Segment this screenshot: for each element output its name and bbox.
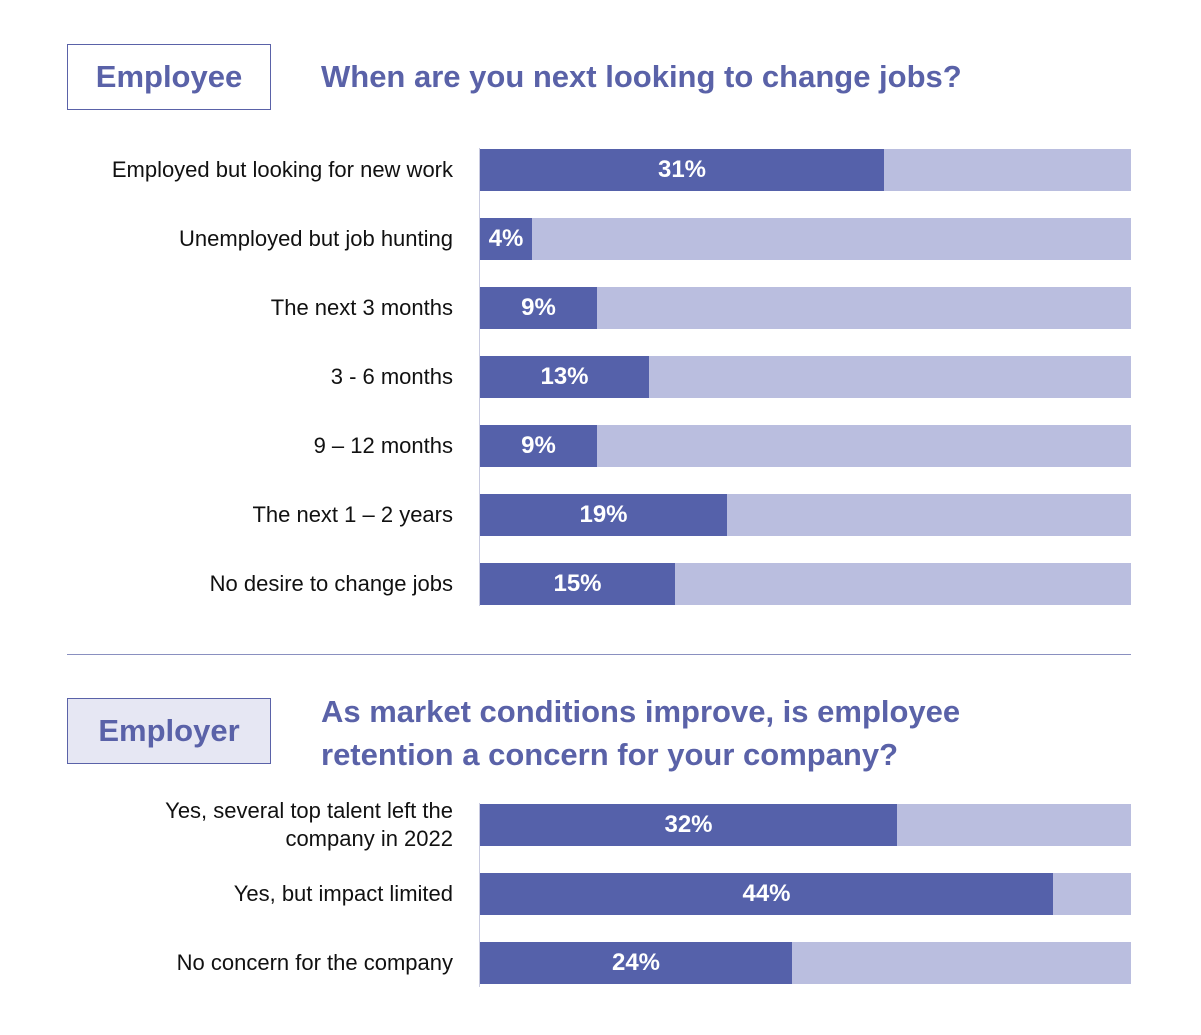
employee-bar-row: The next 1 – 2 years 19%	[0, 494, 1201, 536]
employer-axis-line	[479, 803, 480, 987]
employee-bar-track: 9%	[480, 425, 1131, 467]
employer-category-label: Yes, several top talent left the company…	[165, 798, 453, 851]
employee-bar-value-label: 4%	[488, 225, 524, 252]
employee-bar: 13%	[480, 356, 649, 398]
employee-bar: 15%	[480, 563, 675, 605]
employer-bar-track: 44%	[480, 873, 1131, 915]
employee-bar-row: No desire to change jobs 15%	[0, 563, 1201, 605]
employee-tag: Employee	[67, 44, 271, 110]
employee-bar-row: Unemployed but job hunting 4%	[0, 218, 1201, 260]
employee-bar-row: 3 - 6 months 13%	[0, 356, 1201, 398]
employee-category-label: Employed but looking for new work	[111, 157, 453, 182]
employee-bar-track: 4%	[480, 218, 1131, 260]
employer-bar-value-label: 32%	[664, 811, 713, 838]
employer-bar-value-label: 44%	[742, 880, 791, 907]
employer-tag: Employer	[67, 698, 271, 764]
employer-bar: 32%	[480, 804, 897, 846]
employee-bar-track: 31%	[480, 149, 1131, 191]
employer-bar-track: 32%	[480, 804, 1131, 846]
employer-category-label: No concern for the company	[176, 950, 453, 975]
employee-bar-value-label: 31%	[657, 156, 707, 183]
employee-category-label: Unemployed but job hunting	[179, 226, 453, 251]
employer-bar: 44%	[480, 873, 1053, 915]
employee-bar: 9%	[480, 287, 597, 329]
employee-bar-value-label: 15%	[553, 570, 602, 597]
employee-bar: 19%	[480, 494, 727, 536]
employee-category-label: The next 1 – 2 years	[252, 502, 453, 527]
employee-category-label: The next 3 months	[270, 295, 453, 320]
employee-bar-value-label: 9%	[521, 432, 556, 459]
employee-bar-value-label: 13%	[540, 363, 589, 390]
section-divider	[67, 654, 1131, 655]
employee-bar-value-label: 9%	[521, 294, 556, 321]
employer-chart-title: As market conditions improve, is employe…	[321, 694, 961, 772]
employer-bar-track: 24%	[480, 942, 1131, 984]
employer-category-label: Yes, but impact limited	[233, 881, 453, 906]
employer-bar-row: No concern for the company 24%	[0, 942, 1201, 984]
employee-bar-row: 9 – 12 months 9%	[0, 425, 1201, 467]
employee-bar-track: 19%	[480, 494, 1131, 536]
employee-axis-line	[479, 148, 480, 606]
employer-bar-row: Yes, several top talent left the company…	[0, 798, 1201, 851]
employee-category-label: No desire to change jobs	[209, 571, 453, 596]
employee-bar-track: 13%	[480, 356, 1131, 398]
employee-bar-track: 15%	[480, 563, 1131, 605]
employer-bar: 24%	[480, 942, 792, 984]
employee-bar: 4%	[480, 218, 532, 260]
employee-bar-value-label: 19%	[579, 501, 628, 528]
employee-category-label: 9 – 12 months	[313, 433, 453, 458]
employee-bar: 9%	[480, 425, 597, 467]
employee-bar: 31%	[480, 149, 884, 191]
employee-bar-track: 9%	[480, 287, 1131, 329]
employee-bar-row: Employed but looking for new work 31%	[0, 149, 1201, 191]
employee-chart-title: When are you next looking to change jobs…	[321, 59, 962, 94]
employer-bar-value-label: 24%	[611, 949, 661, 976]
employee-bar-row: The next 3 months 9%	[0, 287, 1201, 329]
employee-category-label: 3 - 6 months	[330, 364, 453, 389]
employer-bar-row: Yes, but impact limited 44%	[0, 873, 1201, 915]
